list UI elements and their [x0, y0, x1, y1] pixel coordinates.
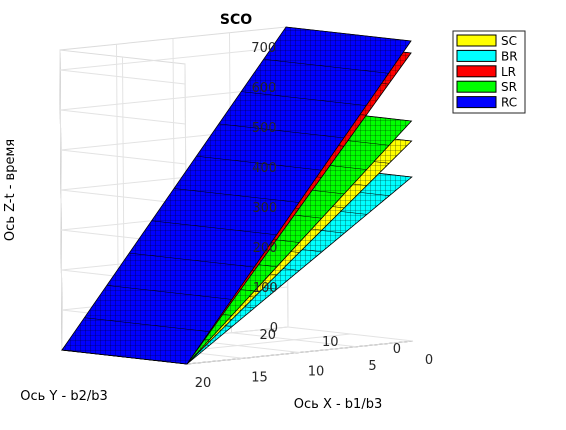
y-tick-label: 0 [393, 342, 401, 357]
z-tick-label: 200 [253, 241, 278, 256]
x-tick-label: 20 [195, 376, 212, 391]
surfaces [61, 26, 413, 365]
legend-label: BR [501, 49, 518, 63]
mesh-line [61, 349, 188, 365]
legend-label: SR [501, 80, 517, 94]
mesh-line [129, 252, 255, 268]
x-tick-label: 0 [425, 353, 433, 368]
z-tick-label: 100 [253, 281, 278, 296]
mesh-line [84, 317, 210, 332]
mesh-line [241, 91, 367, 106]
z-tick-label: 500 [252, 121, 277, 136]
z-tick-label: 700 [251, 41, 276, 56]
x-tick-label: 10 [308, 365, 325, 380]
mesh-line [106, 285, 232, 300]
legend-swatch [456, 80, 497, 93]
x-axis-label: Ось X - b1/b3 [294, 397, 382, 412]
mesh-line [218, 123, 344, 139]
z-tick-label: 300 [252, 201, 277, 216]
z-axis-label: Ось Z-t - время [3, 139, 18, 241]
z-tick-label: 600 [252, 81, 277, 96]
mesh-line [196, 155, 322, 171]
x-tick-label: 15 [251, 370, 268, 385]
legend-swatch [456, 65, 497, 78]
z-tick-label: 400 [252, 161, 277, 176]
legend-label: RC [501, 96, 517, 110]
legend-label: LR [501, 65, 516, 79]
chart-title: SCO [220, 12, 252, 28]
z-tick-label: 0 [270, 321, 278, 336]
legend-swatch [456, 49, 497, 62]
mesh-line [263, 59, 389, 74]
mesh-line [285, 26, 412, 42]
y-tick-label: 10 [322, 335, 339, 350]
mesh-line [173, 188, 300, 203]
x-tick-label: 5 [368, 359, 376, 374]
surface-rc [61, 26, 412, 365]
legend-swatch [456, 34, 497, 47]
legend-swatch [456, 96, 497, 109]
y-tick-label: 20 [259, 328, 276, 343]
mesh-line [151, 220, 277, 236]
y-axis-label: Ось Y - b2/b3 [20, 389, 108, 404]
legend-label: SC [501, 34, 517, 48]
